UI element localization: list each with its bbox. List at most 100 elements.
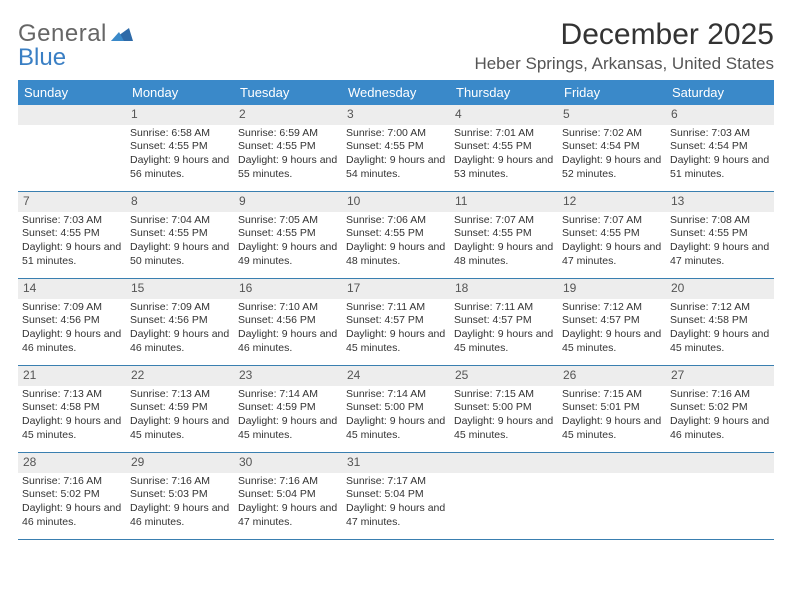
sunset-text: Sunset: 4:54 PM xyxy=(562,140,662,154)
day-body: Sunrise: 7:14 AMSunset: 4:59 PMDaylight:… xyxy=(234,386,342,447)
day-cell: . xyxy=(558,453,666,539)
day-number: 6 xyxy=(666,105,774,125)
sunset-text: Sunset: 5:02 PM xyxy=(670,401,770,415)
sunrise-text: Sunrise: 7:16 AM xyxy=(670,388,770,402)
sunset-text: Sunset: 4:56 PM xyxy=(22,314,122,328)
day-number: 31 xyxy=(342,453,450,473)
sunset-text: Sunset: 4:59 PM xyxy=(238,401,338,415)
sunrise-text: Sunrise: 7:15 AM xyxy=(454,388,554,402)
daylight-text: Daylight: 9 hours and 45 minutes. xyxy=(238,415,338,442)
week-row: .1Sunrise: 6:58 AMSunset: 4:55 PMDayligh… xyxy=(18,105,774,192)
day-cell: 20Sunrise: 7:12 AMSunset: 4:58 PMDayligh… xyxy=(666,279,774,365)
title-block: December 2025 Heber Springs, Arkansas, U… xyxy=(474,18,774,74)
sunset-text: Sunset: 4:55 PM xyxy=(130,227,230,241)
sunrise-text: Sunrise: 7:14 AM xyxy=(346,388,446,402)
daylight-text: Daylight: 9 hours and 46 minutes. xyxy=(670,415,770,442)
daylight-text: Daylight: 9 hours and 45 minutes. xyxy=(346,328,446,355)
sunrise-text: Sunrise: 7:16 AM xyxy=(22,475,122,489)
daylight-text: Daylight: 9 hours and 45 minutes. xyxy=(22,415,122,442)
daylight-text: Daylight: 9 hours and 47 minutes. xyxy=(346,502,446,529)
day-number: . xyxy=(558,453,666,473)
daylight-text: Daylight: 9 hours and 45 minutes. xyxy=(670,328,770,355)
sunrise-text: Sunrise: 7:13 AM xyxy=(22,388,122,402)
sunrise-text: Sunrise: 7:16 AM xyxy=(130,475,230,489)
sunset-text: Sunset: 4:58 PM xyxy=(22,401,122,415)
day-cell: 6Sunrise: 7:03 AMSunset: 4:54 PMDaylight… xyxy=(666,105,774,191)
sunrise-text: Sunrise: 7:08 AM xyxy=(670,214,770,228)
daylight-text: Daylight: 9 hours and 45 minutes. xyxy=(454,328,554,355)
day-cell: 10Sunrise: 7:06 AMSunset: 4:55 PMDayligh… xyxy=(342,192,450,278)
day-body: Sunrise: 7:16 AMSunset: 5:04 PMDaylight:… xyxy=(234,473,342,534)
day-cell: 7Sunrise: 7:03 AMSunset: 4:55 PMDaylight… xyxy=(18,192,126,278)
sunrise-text: Sunrise: 7:02 AM xyxy=(562,127,662,141)
day-body: Sunrise: 7:16 AMSunset: 5:02 PMDaylight:… xyxy=(666,386,774,447)
sunset-text: Sunset: 4:55 PM xyxy=(346,227,446,241)
day-number: 22 xyxy=(126,366,234,386)
daylight-text: Daylight: 9 hours and 47 minutes. xyxy=(238,502,338,529)
sunrise-text: Sunrise: 6:59 AM xyxy=(238,127,338,141)
sunset-text: Sunset: 4:55 PM xyxy=(562,227,662,241)
day-body: Sunrise: 7:03 AMSunset: 4:55 PMDaylight:… xyxy=(18,212,126,273)
day-number: 25 xyxy=(450,366,558,386)
day-body: Sunrise: 7:01 AMSunset: 4:55 PMDaylight:… xyxy=(450,125,558,186)
sunrise-text: Sunrise: 7:07 AM xyxy=(454,214,554,228)
daylight-text: Daylight: 9 hours and 45 minutes. xyxy=(454,415,554,442)
sunrise-text: Sunrise: 7:14 AM xyxy=(238,388,338,402)
sunset-text: Sunset: 4:54 PM xyxy=(670,140,770,154)
daylight-text: Daylight: 9 hours and 51 minutes. xyxy=(670,154,770,181)
daylight-text: Daylight: 9 hours and 46 minutes. xyxy=(130,502,230,529)
day-body: Sunrise: 7:10 AMSunset: 4:56 PMDaylight:… xyxy=(234,299,342,360)
sunset-text: Sunset: 4:55 PM xyxy=(454,140,554,154)
day-body: Sunrise: 7:03 AMSunset: 4:54 PMDaylight:… xyxy=(666,125,774,186)
weeks-container: .1Sunrise: 6:58 AMSunset: 4:55 PMDayligh… xyxy=(18,105,774,540)
day-number: 30 xyxy=(234,453,342,473)
day-number: 27 xyxy=(666,366,774,386)
daylight-text: Daylight: 9 hours and 47 minutes. xyxy=(562,241,662,268)
sunrise-text: Sunrise: 7:03 AM xyxy=(670,127,770,141)
location-text: Heber Springs, Arkansas, United States xyxy=(474,54,774,74)
sunrise-text: Sunrise: 7:12 AM xyxy=(562,301,662,315)
dow-cell: Wednesday xyxy=(342,80,450,105)
logo: GeneralBlue xyxy=(18,18,133,70)
day-cell: 26Sunrise: 7:15 AMSunset: 5:01 PMDayligh… xyxy=(558,366,666,452)
sunset-text: Sunset: 4:55 PM xyxy=(454,227,554,241)
day-number: 5 xyxy=(558,105,666,125)
day-number: 24 xyxy=(342,366,450,386)
day-cell: 23Sunrise: 7:14 AMSunset: 4:59 PMDayligh… xyxy=(234,366,342,452)
day-number: 3 xyxy=(342,105,450,125)
page-title: December 2025 xyxy=(474,18,774,52)
day-cell: 8Sunrise: 7:04 AMSunset: 4:55 PMDaylight… xyxy=(126,192,234,278)
sunset-text: Sunset: 5:01 PM xyxy=(562,401,662,415)
day-number: 9 xyxy=(234,192,342,212)
sunrise-text: Sunrise: 7:12 AM xyxy=(670,301,770,315)
sunrise-text: Sunrise: 7:07 AM xyxy=(562,214,662,228)
day-body: Sunrise: 7:13 AMSunset: 4:59 PMDaylight:… xyxy=(126,386,234,447)
day-body: Sunrise: 7:06 AMSunset: 4:55 PMDaylight:… xyxy=(342,212,450,273)
day-cell: 4Sunrise: 7:01 AMSunset: 4:55 PMDaylight… xyxy=(450,105,558,191)
logo-text-general: General xyxy=(18,22,107,46)
day-cell: 9Sunrise: 7:05 AMSunset: 4:55 PMDaylight… xyxy=(234,192,342,278)
sunset-text: Sunset: 4:55 PM xyxy=(670,227,770,241)
day-cell: 2Sunrise: 6:59 AMSunset: 4:55 PMDaylight… xyxy=(234,105,342,191)
day-cell: 31Sunrise: 7:17 AMSunset: 5:04 PMDayligh… xyxy=(342,453,450,539)
day-body: Sunrise: 7:17 AMSunset: 5:04 PMDaylight:… xyxy=(342,473,450,534)
day-cell: 30Sunrise: 7:16 AMSunset: 5:04 PMDayligh… xyxy=(234,453,342,539)
sunset-text: Sunset: 4:57 PM xyxy=(562,314,662,328)
daylight-text: Daylight: 9 hours and 47 minutes. xyxy=(670,241,770,268)
day-number: 10 xyxy=(342,192,450,212)
day-number: . xyxy=(18,105,126,125)
day-number: 17 xyxy=(342,279,450,299)
day-number: . xyxy=(666,453,774,473)
day-body: Sunrise: 7:04 AMSunset: 4:55 PMDaylight:… xyxy=(126,212,234,273)
day-body: Sunrise: 7:16 AMSunset: 5:03 PMDaylight:… xyxy=(126,473,234,534)
day-body: Sunrise: 7:08 AMSunset: 4:55 PMDaylight:… xyxy=(666,212,774,273)
day-cell: 1Sunrise: 6:58 AMSunset: 4:55 PMDaylight… xyxy=(126,105,234,191)
week-row: 14Sunrise: 7:09 AMSunset: 4:56 PMDayligh… xyxy=(18,279,774,366)
day-number: 7 xyxy=(18,192,126,212)
dow-cell: Tuesday xyxy=(234,80,342,105)
day-body: Sunrise: 7:05 AMSunset: 4:55 PMDaylight:… xyxy=(234,212,342,273)
daylight-text: Daylight: 9 hours and 45 minutes. xyxy=(562,328,662,355)
day-number: 14 xyxy=(18,279,126,299)
day-body: Sunrise: 7:13 AMSunset: 4:58 PMDaylight:… xyxy=(18,386,126,447)
sunrise-text: Sunrise: 7:04 AM xyxy=(130,214,230,228)
